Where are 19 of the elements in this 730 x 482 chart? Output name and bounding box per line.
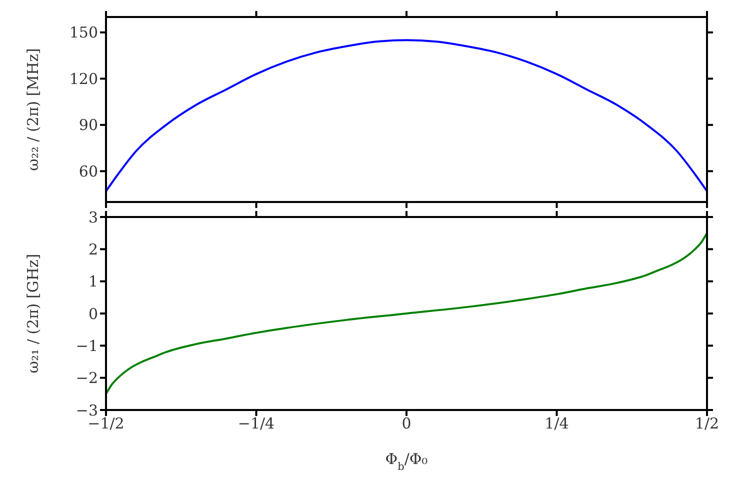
x-axis-title: Φ$_{b}$/Φ₀ xyxy=(385,450,428,473)
line-series xyxy=(106,39,707,192)
x-tick-label: 0 xyxy=(402,414,412,433)
y-tick-label: 90 xyxy=(78,116,98,134)
y-tick-label: 60 xyxy=(78,162,98,180)
y-tick-label: 120 xyxy=(69,70,98,88)
x-tick-label: −1/4 xyxy=(238,414,275,433)
line-series xyxy=(106,232,707,395)
x-tick-label: 1/2 xyxy=(694,414,720,433)
x-tick-label: 1/4 xyxy=(544,414,569,433)
y-tick-label: −1 xyxy=(76,336,98,355)
y-tick-label: 1 xyxy=(88,272,98,291)
y-axis-title: ω₂₁ / (2π) [GHz] xyxy=(24,254,42,374)
y-tick-label: 3 xyxy=(88,208,98,226)
y-tick-label: 2 xyxy=(88,240,98,258)
y-tick-label: 0 xyxy=(88,304,98,323)
y-axis-title: ω₂₂ / (2π) [MHz] xyxy=(24,48,42,171)
y-tick-label: 150 xyxy=(69,24,98,42)
y-tick-label: −2 xyxy=(76,369,98,388)
